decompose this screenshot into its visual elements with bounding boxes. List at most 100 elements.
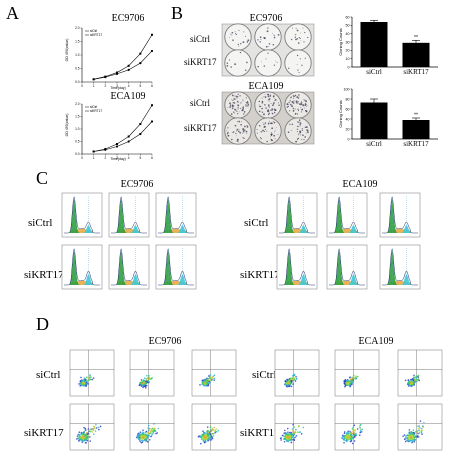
growth-curve-ylabel: OD 490(value) [65, 39, 69, 62]
event-dot [348, 435, 351, 438]
colony [302, 134, 304, 137]
event-dot [402, 435, 404, 437]
colony [246, 61, 248, 64]
event-dot [208, 437, 211, 440]
colony [236, 138, 239, 141]
colony [267, 110, 269, 113]
colony [265, 45, 268, 48]
colony [263, 65, 266, 67]
colony [270, 138, 273, 141]
event-dot [145, 380, 148, 383]
colony [245, 104, 247, 106]
event-dot [155, 432, 157, 435]
colony [261, 97, 263, 99]
colony [236, 96, 239, 98]
event-dot [355, 376, 357, 379]
data-point [139, 132, 142, 136]
event-dot [79, 437, 82, 440]
series-line [93, 105, 153, 152]
y-tick-label: 0 [348, 137, 350, 141]
event-dot [205, 432, 208, 434]
event-dot [418, 379, 421, 382]
data-point [139, 52, 142, 55]
histogram-envelope [278, 248, 316, 286]
colony [273, 64, 276, 66]
colony [287, 131, 290, 134]
event-dot [213, 377, 216, 380]
event-dot [410, 437, 413, 440]
panel-c-letter: C [36, 168, 48, 188]
g2-phase-area [329, 225, 365, 233]
event-dot [294, 436, 297, 438]
event-dot [83, 436, 86, 439]
event-dot [412, 379, 415, 381]
data-point [127, 64, 130, 67]
colony [243, 137, 245, 140]
event-dot [214, 430, 217, 433]
colony [231, 99, 233, 100]
event-dot [209, 374, 212, 376]
event-dot [407, 435, 410, 438]
histogram-envelope [328, 196, 366, 234]
x-tick-label: 3 [116, 156, 118, 160]
colony [274, 100, 276, 102]
event-dot [142, 431, 144, 433]
event-dot [419, 429, 421, 432]
event-dot [144, 438, 147, 440]
colony [232, 39, 234, 41]
event-dot [350, 383, 353, 386]
event-dot [138, 435, 141, 437]
colony [269, 136, 271, 138]
colony [238, 29, 240, 31]
event-dot [85, 382, 88, 385]
colony [263, 36, 265, 39]
event-dot [138, 438, 140, 441]
event-dot [359, 423, 362, 426]
event-dot [98, 426, 100, 429]
colony [298, 37, 301, 39]
event-dot [204, 378, 206, 381]
event-dot [410, 382, 413, 384]
event-dot [84, 438, 87, 440]
colony [289, 100, 291, 102]
bar-chart-eca109: Cloning Counts 0 20 40 60 80 100 siCtrl siKRT17… [338, 87, 438, 148]
flow-frame [334, 349, 380, 397]
well [254, 49, 282, 77]
event-dot [359, 429, 362, 432]
event-dot [417, 374, 420, 377]
colony [237, 120, 239, 122]
event-dot [294, 380, 297, 382]
colony [238, 111, 240, 113]
colony [305, 126, 308, 129]
colony [269, 120, 270, 122]
flow-plot [397, 403, 443, 451]
event-dot [83, 434, 86, 436]
event-dot [420, 431, 423, 434]
event-dot [352, 426, 354, 428]
colony [256, 132, 258, 134]
event-dot [413, 376, 416, 379]
event-dot [145, 378, 148, 380]
flow-plot [191, 403, 237, 451]
event-dot [292, 379, 294, 382]
growth-curve-title: EC9706 [112, 13, 145, 24]
event-dot [290, 380, 293, 382]
flow-plot [129, 349, 175, 397]
event-dot [349, 376, 351, 378]
event-dot [198, 435, 201, 437]
event-dot [142, 429, 144, 432]
event-dot [211, 436, 213, 438]
y-tick-label: 0.5 [75, 67, 80, 71]
bar-ylabel: Cloning Counts [338, 28, 343, 55]
event-dot [413, 441, 416, 443]
event-dot [286, 435, 288, 438]
colony [260, 137, 262, 139]
event-dot [421, 433, 423, 435]
event-dot [405, 436, 407, 439]
event-dot [353, 440, 356, 442]
flow-plot [334, 349, 380, 397]
bar [360, 102, 388, 139]
event-dot [150, 431, 152, 433]
event-dot [83, 426, 85, 429]
event-dot [207, 431, 210, 434]
